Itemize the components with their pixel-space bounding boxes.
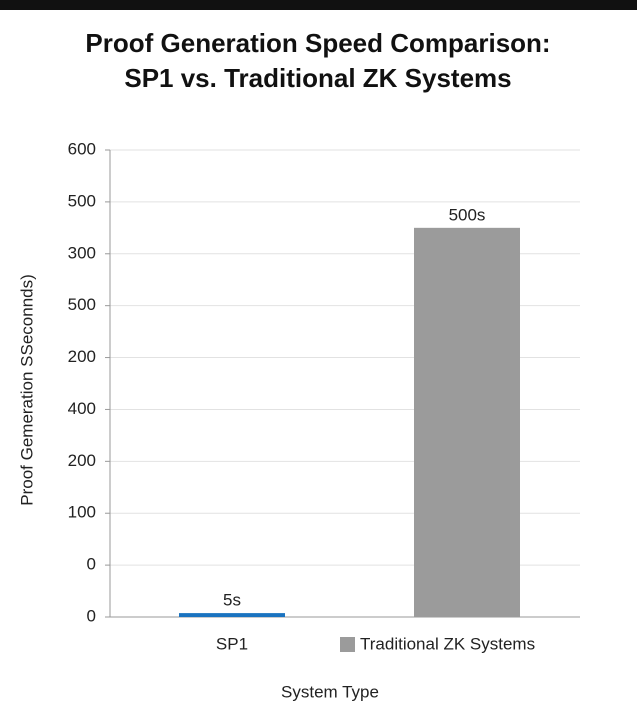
y-tick-label: 0 (87, 555, 96, 574)
value-label: 500s (449, 205, 486, 224)
y-tick-label: 400 (68, 399, 96, 418)
y-tick-label: 600 (68, 139, 96, 158)
y-tick-label: 500 (68, 295, 96, 314)
y-axis-label: Proof Gemeration SSeconnds) (17, 274, 36, 506)
value-label: 5s (223, 591, 241, 610)
legend-swatch (340, 637, 355, 652)
y-tick-label: 0 (87, 606, 96, 625)
y-tick-label: 200 (68, 347, 96, 366)
bar (179, 613, 285, 617)
y-tick-label: 200 (68, 451, 96, 470)
chart-subtitle: SP1 vs. Traditional ZK Systems (124, 63, 511, 93)
bar (414, 227, 520, 618)
y-tick-label: 300 (68, 243, 96, 262)
x-tick-label: Traditional ZK Systems (360, 634, 535, 653)
x-tick-label: SP1 (216, 634, 248, 653)
x-axis-label: System Type (281, 682, 379, 701)
top-bar (0, 0, 637, 10)
y-tick-label: 100 (68, 503, 96, 522)
y-tick-label: 500 (68, 191, 96, 210)
chart-title: Proof Generation Speed Comparison: (85, 28, 550, 58)
